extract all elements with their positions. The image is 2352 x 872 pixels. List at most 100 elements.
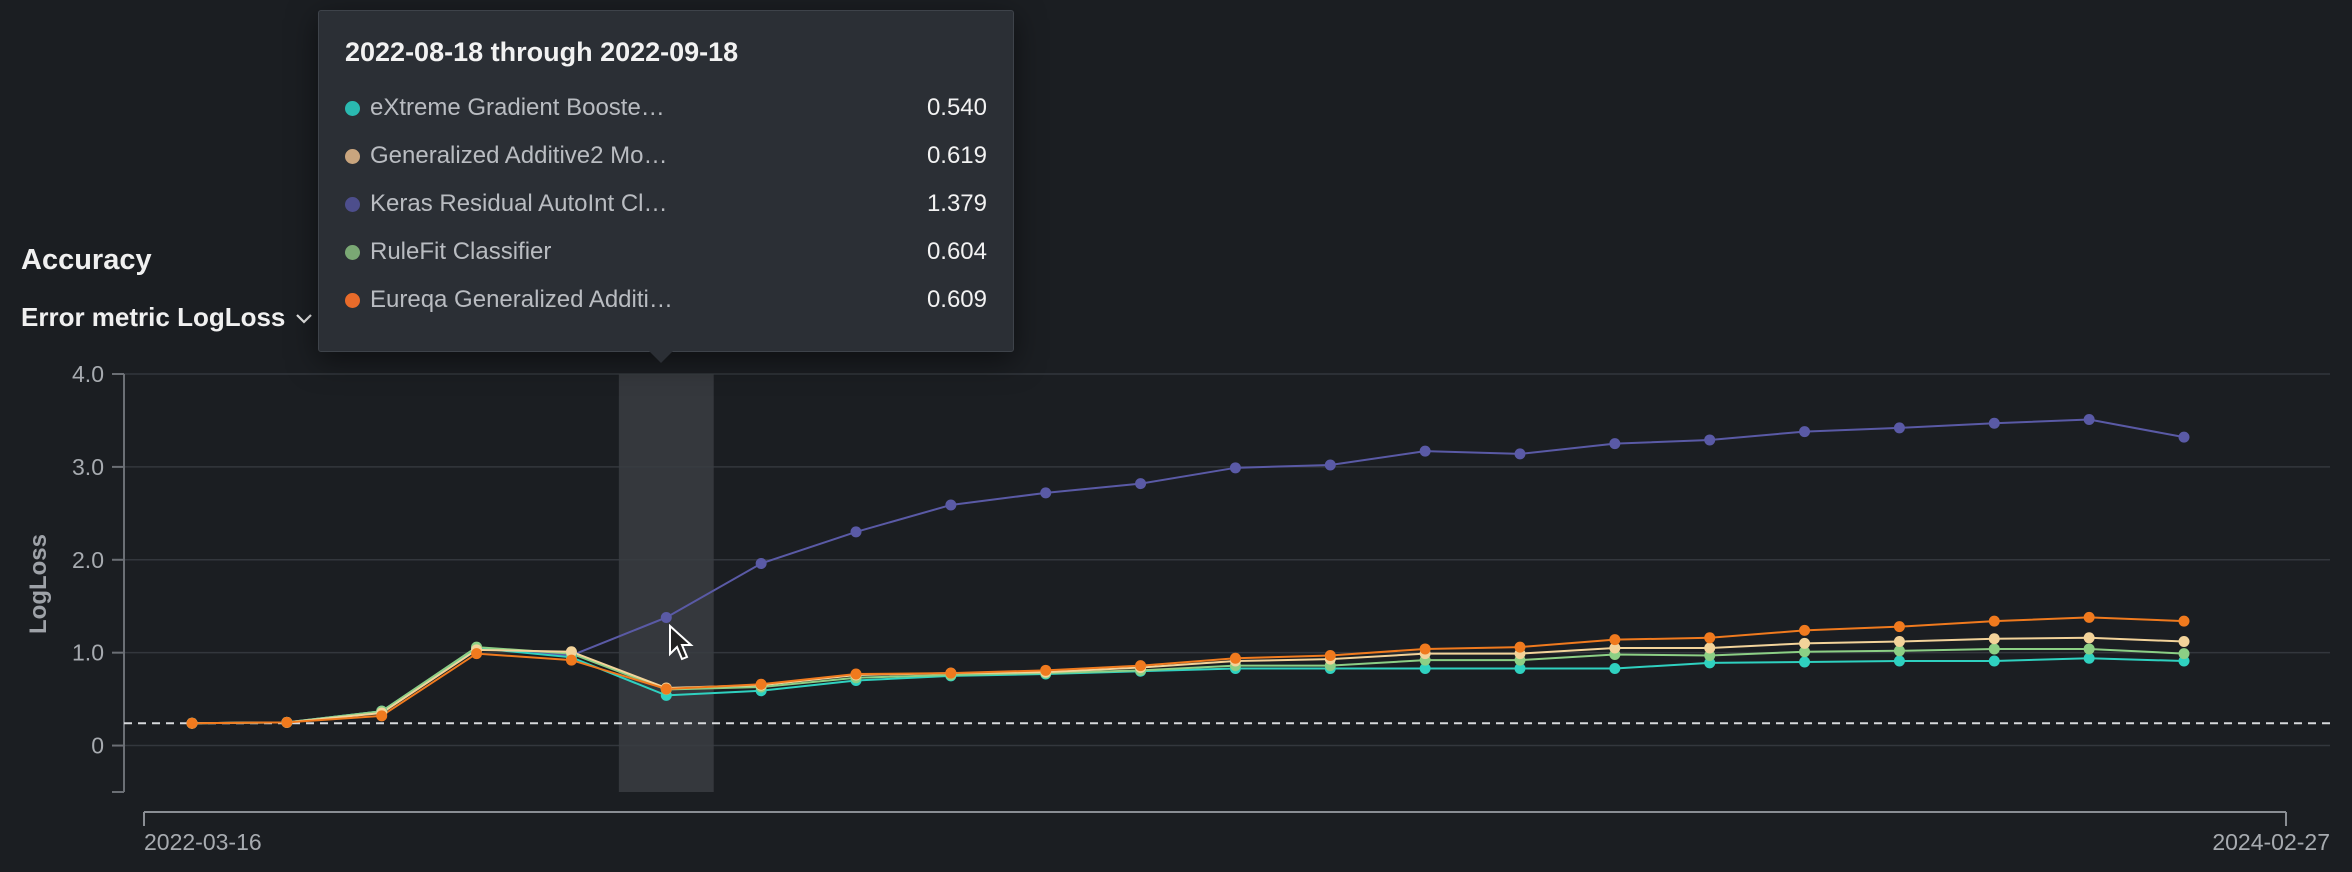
data-point[interactable]	[1040, 487, 1052, 499]
data-point[interactable]	[945, 499, 957, 511]
tooltip-row: RuleFit Classifier 0.604	[345, 228, 987, 276]
data-point[interactable]	[1704, 632, 1716, 644]
data-point[interactable]	[1704, 434, 1716, 446]
data-point[interactable]	[1135, 660, 1147, 672]
tooltip-series-name: Generalized Additive2 Mo…	[370, 142, 668, 169]
data-point[interactable]	[565, 654, 577, 666]
series-line	[191, 646, 2185, 725]
data-point[interactable]	[850, 668, 862, 680]
data-point[interactable]	[2083, 611, 2095, 623]
y-tick-label: 3.0	[72, 454, 104, 480]
data-point[interactable]	[2083, 652, 2095, 664]
data-point[interactable]	[1893, 655, 1905, 667]
data-point[interactable]	[1229, 462, 1241, 474]
error-metric-label: Error metric LogLoss	[21, 302, 286, 332]
chart-gridlines	[124, 373, 2330, 747]
y-axis: 0 1.0 2.0 3.0 4.0	[72, 361, 125, 793]
data-point[interactable]	[281, 716, 293, 728]
data-point[interactable]	[2083, 643, 2095, 655]
data-point[interactable]	[1799, 426, 1811, 438]
tooltip-series-value: 0.619	[926, 142, 987, 169]
tooltip-row: eXtreme Gradient Booste… 0.540	[345, 84, 987, 132]
data-point[interactable]	[755, 557, 767, 569]
data-point[interactable]	[1419, 445, 1431, 457]
legend-dot-icon	[345, 100, 360, 116]
data-point[interactable]	[1609, 438, 1621, 450]
data-point[interactable]	[1704, 642, 1716, 654]
data-point[interactable]	[1988, 417, 2000, 429]
y-tick-label: 0	[91, 733, 104, 759]
y-tick-label: 1.0	[72, 640, 104, 666]
legend-dot-icon	[345, 292, 360, 308]
data-point[interactable]	[376, 710, 388, 722]
highlight-band[interactable]	[618, 374, 714, 792]
y-axis-label: LogLoss	[25, 534, 52, 634]
data-point[interactable]	[850, 526, 862, 538]
data-point[interactable]	[471, 648, 483, 660]
data-point[interactable]	[1988, 615, 2000, 627]
data-point[interactable]	[1799, 656, 1811, 668]
legend-dot-icon	[345, 148, 360, 164]
y-tick-label: 2.0	[72, 547, 104, 573]
data-point[interactable]	[660, 611, 672, 623]
tooltip-row: Generalized Additive2 Mo… 0.619	[345, 132, 987, 180]
tooltip-title: 2022-08-18 through 2022-09-18	[345, 37, 739, 67]
data-point[interactable]	[2178, 636, 2190, 648]
error-metric-dropdown[interactable]: Error metric LogLoss	[21, 302, 315, 333]
tooltip-row: Eureqa Generalized Additi… 0.609	[345, 276, 987, 324]
data-point[interactable]	[565, 646, 577, 658]
data-point[interactable]	[2178, 648, 2190, 660]
data-point[interactable]	[186, 717, 198, 729]
series-line	[191, 418, 2185, 725]
panel-title: Accuracy	[21, 244, 152, 276]
data-point[interactable]	[1893, 645, 1905, 657]
data-point[interactable]	[1893, 636, 1905, 648]
data-point[interactable]	[1135, 478, 1147, 490]
data-point[interactable]	[1419, 662, 1431, 674]
data-point[interactable]	[1419, 643, 1431, 655]
data-point[interactable]	[1229, 652, 1241, 664]
series-line	[191, 616, 2185, 725]
mouse-pointer-icon	[669, 624, 694, 661]
series-line	[191, 646, 2185, 725]
series-group	[186, 414, 2190, 729]
data-point[interactable]	[1799, 646, 1811, 658]
tooltip-arrow	[649, 351, 673, 363]
data-point[interactable]	[660, 683, 672, 695]
data-point[interactable]	[1893, 621, 1905, 633]
legend-dot-icon	[345, 244, 360, 260]
x-end-label: 2024-02-27	[2212, 829, 2330, 855]
tooltip-row: Keras Residual AutoInt Cl… 1.379	[345, 180, 987, 228]
data-point[interactable]	[1040, 664, 1052, 676]
data-point[interactable]	[1799, 624, 1811, 636]
data-point[interactable]	[1893, 422, 1905, 434]
tooltip-series-name: eXtreme Gradient Booste…	[370, 94, 665, 121]
data-point[interactable]	[1609, 634, 1621, 646]
data-point[interactable]	[755, 678, 767, 690]
data-point[interactable]	[1609, 642, 1621, 654]
data-point[interactable]	[1988, 655, 2000, 667]
data-point[interactable]	[1514, 662, 1526, 674]
data-point[interactable]	[1988, 633, 2000, 645]
data-point[interactable]	[1324, 649, 1336, 661]
data-point[interactable]	[1514, 448, 1526, 460]
data-tooltip: 2022-08-18 through 2022-09-18 eXtreme Gr…	[318, 10, 1014, 363]
data-point[interactable]	[2178, 615, 2190, 627]
data-point[interactable]	[1988, 643, 2000, 655]
data-point[interactable]	[1514, 641, 1526, 653]
data-point[interactable]	[1324, 459, 1336, 471]
data-point[interactable]	[2083, 414, 2095, 426]
legend-dot-icon	[345, 196, 360, 212]
tooltip-series-value: 0.609	[926, 286, 987, 313]
tooltip-series-value: 0.540	[926, 94, 987, 121]
data-point[interactable]	[2083, 632, 2095, 644]
y-tick-label: 4.0	[72, 361, 104, 387]
data-point[interactable]	[945, 667, 957, 679]
data-point[interactable]	[1609, 662, 1621, 674]
data-point[interactable]	[1799, 637, 1811, 649]
x-axis: 2022-03-16 2024-02-27	[143, 811, 2330, 855]
tooltip-series-name: Keras Residual AutoInt Cl…	[370, 190, 668, 217]
data-point[interactable]	[2178, 431, 2190, 443]
tooltip-series-name: Eureqa Generalized Additi…	[370, 286, 673, 313]
